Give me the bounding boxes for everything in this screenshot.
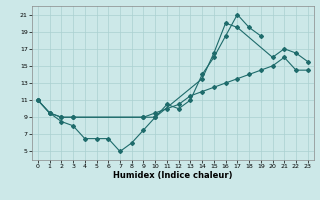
- X-axis label: Humidex (Indice chaleur): Humidex (Indice chaleur): [113, 171, 233, 180]
